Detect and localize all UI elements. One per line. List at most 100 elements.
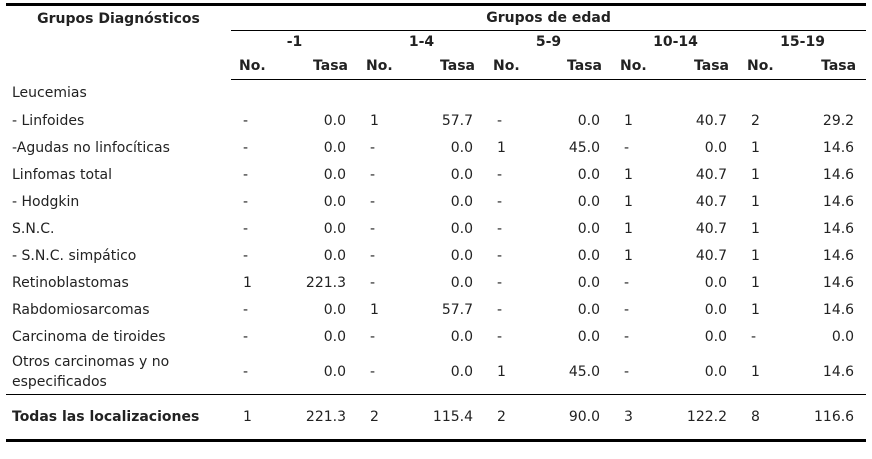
count-cell: 1 bbox=[751, 274, 760, 291]
table-row: Leucemias bbox=[6, 80, 866, 108]
empty-cell bbox=[418, 80, 485, 108]
rate-cell: 0.0 bbox=[704, 274, 727, 291]
sub-no: No. bbox=[612, 53, 672, 80]
count-cell: - bbox=[243, 247, 249, 264]
count-cell: - bbox=[243, 139, 249, 156]
age-group: -1 bbox=[286, 34, 303, 50]
rate-cell: 14.6 bbox=[822, 139, 855, 156]
count-cell: 3 bbox=[612, 394, 672, 442]
count-cell: 1 bbox=[751, 166, 760, 183]
count-cell: - bbox=[497, 328, 503, 345]
rate-cell: 14.6 bbox=[822, 247, 855, 264]
rate-cell: 14.6 bbox=[822, 166, 855, 183]
rate-cell: 0.0 bbox=[450, 166, 473, 183]
rate-cell: 0.0 bbox=[577, 112, 600, 129]
count-cell: - bbox=[370, 166, 376, 183]
rate-cell: 0.0 bbox=[323, 112, 346, 129]
count-cell: 1 bbox=[751, 193, 760, 210]
row-label: - Linfoides bbox=[12, 112, 85, 129]
count-cell: - bbox=[497, 193, 503, 210]
count-cell: - bbox=[497, 274, 503, 291]
rate-cell: 0.0 bbox=[323, 193, 346, 210]
diag-header: Grupos Diagnósticos bbox=[6, 3, 231, 80]
age-group: 5-9 bbox=[535, 34, 562, 50]
sub-no: No. bbox=[485, 53, 545, 80]
rate-cell: 0.0 bbox=[323, 328, 346, 345]
count-cell: 1 bbox=[751, 301, 760, 318]
row-label: Todas las localizaciones bbox=[6, 394, 231, 442]
sub-tasa: Tasa bbox=[672, 53, 739, 80]
table-row: Todas las localizaciones 1 221.3 2 115.4 2 90.… bbox=[6, 394, 867, 442]
rate-cell: 40.7 bbox=[695, 193, 727, 210]
count-cell: 1 bbox=[624, 193, 633, 210]
count-cell: 1 bbox=[624, 112, 633, 129]
rate-cell: 116.6 bbox=[799, 394, 867, 442]
sub-tasa: Tasa bbox=[799, 53, 867, 80]
rate-cell: 0.0 bbox=[831, 328, 855, 345]
row-label: Leucemias bbox=[12, 85, 87, 102]
table-row: Linfomas total - 0.0 - 0.0 - 0.0 1 40.7 1 14.6 bbox=[6, 161, 866, 188]
rate-cell: 122.2 bbox=[672, 394, 739, 442]
rate-cell: 221.3 bbox=[291, 394, 358, 442]
rate-cell: 57.7 bbox=[441, 301, 473, 318]
age-header: Grupos de edad bbox=[231, 3, 867, 31]
age-group: 10-14 bbox=[653, 34, 698, 50]
rate-cell: 0.0 bbox=[323, 247, 346, 264]
count-cell: - bbox=[243, 364, 249, 380]
rate-cell: 0.0 bbox=[450, 220, 473, 237]
count-cell: 2 bbox=[485, 394, 545, 442]
count-cell: - bbox=[370, 274, 376, 291]
rate-cell: 0.0 bbox=[577, 328, 600, 345]
count-cell: - bbox=[751, 328, 757, 345]
table-row: S.N.C. - 0.0 - 0.0 - 0.0 1 40.7 1 14.6 bbox=[6, 215, 866, 242]
count-cell: - bbox=[497, 301, 503, 318]
count-cell: 1 bbox=[751, 220, 760, 237]
row-label: S.N.C. bbox=[12, 220, 55, 237]
count-cell: - bbox=[243, 112, 249, 129]
rate-cell: 0.0 bbox=[450, 139, 473, 156]
table-row: Rabdomiosarcomas - 0.0 1 57.7 - 0.0 - 0.0 1 14.6 bbox=[6, 296, 866, 323]
rate-cell: 0.0 bbox=[450, 247, 473, 264]
count-cell: - bbox=[243, 328, 249, 345]
rate-cell: 0.0 bbox=[450, 193, 473, 210]
table-row: Carcinoma de tiroides - 0.0 - 0.0 - 0.0 - 0.0 - 0.… bbox=[6, 323, 866, 350]
count-cell: 2 bbox=[751, 112, 760, 129]
rate-cell: 0.0 bbox=[704, 364, 727, 380]
count-cell: 1 bbox=[624, 247, 633, 264]
rate-cell: 90.0 bbox=[545, 394, 612, 442]
rate-cell: 14.6 bbox=[822, 193, 855, 210]
count-cell: - bbox=[370, 193, 376, 210]
count-cell: - bbox=[243, 193, 249, 210]
count-cell: 2 bbox=[358, 394, 418, 442]
table-row: Retinoblastomas 1 221.3 - 0.0 - 0.0 - 0.0 1 14.6 bbox=[6, 269, 866, 296]
sub-tasa: Tasa bbox=[545, 53, 612, 80]
row-label: Retinoblastomas bbox=[12, 274, 129, 291]
empty-cell bbox=[485, 80, 545, 108]
rate-cell: 0.0 bbox=[450, 364, 473, 380]
rate-cell: 0.0 bbox=[323, 220, 346, 237]
sub-tasa: Tasa bbox=[291, 53, 358, 80]
row-label: - Hodgkin bbox=[12, 193, 80, 210]
sub-no: No. bbox=[739, 53, 799, 80]
count-cell: - bbox=[497, 247, 503, 264]
rate-cell: 14.6 bbox=[822, 274, 855, 291]
count-cell: - bbox=[370, 328, 376, 345]
empty-cell bbox=[231, 80, 291, 108]
row-label: Rabdomiosarcomas bbox=[12, 301, 150, 318]
sub-no: No. bbox=[358, 53, 418, 80]
rate-cell: 45.0 bbox=[568, 364, 600, 380]
rate-cell: 0.0 bbox=[323, 364, 346, 380]
rate-cell: 0.0 bbox=[450, 274, 473, 291]
rate-cell: 0.0 bbox=[577, 220, 600, 237]
count-cell: 1 bbox=[751, 139, 760, 156]
rate-cell: 0.0 bbox=[323, 301, 346, 318]
count-cell: 1 bbox=[751, 364, 760, 380]
rate-cell: 14.6 bbox=[822, 220, 855, 237]
count-cell: 1 bbox=[243, 274, 252, 291]
count-cell: 1 bbox=[751, 247, 760, 264]
rate-cell: 40.7 bbox=[695, 112, 727, 129]
count-cell: - bbox=[497, 112, 503, 129]
rate-cell: 0.0 bbox=[577, 274, 600, 291]
table-row: - S.N.C. simpático - 0.0 - 0.0 - 0.0 1 40.7 1 14.6 bbox=[6, 242, 866, 269]
empty-cell bbox=[545, 80, 612, 108]
